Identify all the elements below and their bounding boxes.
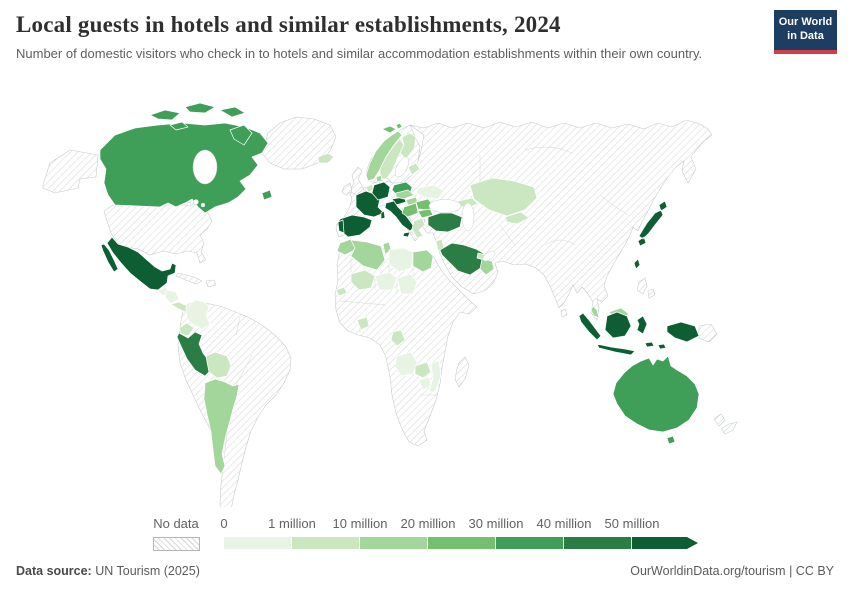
island-cuba[interactable]	[175, 272, 203, 285]
chart-subtitle: Number of domestic visitors who check in…	[16, 46, 703, 62]
country-ghana-cote-divoire[interactable]	[356, 316, 370, 331]
credit-link[interactable]: OurWorldinData.org/tourism | CC BY	[630, 564, 834, 578]
caspian-sea	[461, 202, 475, 232]
hudson-bay	[192, 149, 218, 185]
map-legend: No data 0 1 million 10 million 20 million 30…	[153, 516, 713, 554]
choropleth-svg	[42, 102, 738, 543]
data-source-label: Data source:	[16, 564, 92, 578]
legend-tick-label: 40 million	[536, 516, 592, 531]
great-lake-2	[200, 202, 206, 208]
legend-tick-label: 10 million	[332, 516, 388, 531]
country-mexico[interactable]	[106, 236, 177, 291]
legend-no-data-label: No data	[153, 516, 199, 531]
islands-philippines-2[interactable]	[647, 288, 656, 299]
country-canada[interactable]	[99, 122, 269, 214]
country-taiwan[interactable]	[633, 258, 641, 270]
country-norway[interactable]	[365, 130, 403, 182]
island-uk[interactable]	[349, 166, 365, 196]
island-madagascar[interactable]	[454, 356, 470, 388]
country-svalbard[interactable]	[381, 122, 403, 134]
country-denmark[interactable]	[375, 174, 383, 183]
legend-tick-label: 30 million	[468, 516, 524, 531]
page-title: Local guests in hotels and similar estab…	[16, 12, 561, 37]
legend-segment[interactable]	[564, 537, 631, 549]
country-egypt[interactable]	[412, 249, 434, 273]
country-oman[interactable]	[479, 258, 495, 276]
legend-no-data-swatch[interactable]	[153, 537, 200, 551]
country-western-balkans[interactable]	[401, 202, 419, 218]
country-mozambique[interactable]	[428, 359, 442, 393]
country-zambia[interactable]	[414, 361, 432, 379]
legend-segment[interactable]	[428, 537, 495, 549]
country-iceland[interactable]	[317, 152, 335, 164]
great-lake-1	[193, 199, 199, 205]
data-source: Data source: UN Tourism (2025)	[16, 564, 200, 578]
data-source-value: UN Tourism (2025)	[91, 564, 200, 578]
country-mali[interactable]	[350, 269, 376, 291]
country-argentina[interactable]	[203, 378, 240, 475]
country-australia-tasmania[interactable]	[666, 435, 676, 445]
country-australia[interactable]	[612, 355, 700, 433]
country-finland[interactable]	[399, 132, 417, 160]
great-lake-3	[186, 201, 192, 207]
legend-segment[interactable]	[224, 537, 291, 549]
world-map	[0, 95, 850, 543]
country-turkey[interactable]	[427, 212, 463, 233]
country-indonesia[interactable]	[578, 311, 700, 356]
islands-philippines[interactable]	[636, 277, 648, 295]
black-sea	[428, 199, 462, 213]
country-ecuador[interactable]	[178, 322, 195, 337]
island-new-zealand-north[interactable]	[713, 413, 726, 427]
legend-tick-label: 20 million	[400, 516, 456, 531]
country-canada-islands[interactable]	[149, 102, 273, 201]
island-sri-lanka[interactable]	[560, 308, 568, 318]
owid-logo-line1: Our World	[778, 16, 833, 29]
country-niger[interactable]	[374, 271, 398, 291]
persian-gulf	[482, 250, 496, 262]
legend-tick-label: 1 million	[268, 516, 316, 531]
country-ukraine[interactable]	[415, 184, 445, 200]
chart-footer: Data source: UN Tourism (2025) OurWorldi…	[16, 564, 834, 578]
legend-bar	[224, 537, 698, 549]
owid-logo[interactable]: Our World in Data	[774, 10, 837, 54]
country-chad[interactable]	[396, 273, 418, 295]
country-baltic-states[interactable]	[407, 162, 421, 176]
country-algeria[interactable]	[350, 239, 386, 271]
country-angola[interactable]	[394, 351, 418, 377]
country-uzbekistan-kyrgyzstan[interactable]	[504, 211, 530, 225]
country-czechia-slovakia[interactable]	[395, 189, 415, 200]
country-libya[interactable]	[388, 247, 414, 273]
legend-segment[interactable]	[632, 537, 698, 549]
border-lines-asia	[479, 146, 629, 246]
island-hispaniola[interactable]	[205, 279, 217, 288]
legend-segment[interactable]	[496, 537, 563, 549]
island-new-zealand-south[interactable]	[720, 421, 738, 435]
landmass-greenland[interactable]	[261, 116, 337, 170]
country-mexico-baja[interactable]	[100, 243, 119, 273]
country-portugal[interactable]	[337, 219, 345, 234]
country-honduras-nicaragua[interactable]	[164, 289, 180, 305]
country-cameroon-gabon[interactable]	[390, 329, 406, 347]
legend-segment[interactable]	[292, 537, 359, 549]
chart-header: Local guests in hotels and similar estab…	[16, 12, 750, 64]
island-ireland[interactable]	[341, 182, 353, 196]
baltic-sea	[394, 156, 410, 178]
legend-segment[interactable]	[360, 537, 427, 549]
island-papua-new-guinea[interactable]	[698, 323, 718, 343]
country-bolivia[interactable]	[205, 351, 232, 379]
legend-tick-label: 50 million	[604, 516, 660, 531]
country-senegal[interactable]	[335, 286, 348, 297]
country-colombia[interactable]	[185, 299, 211, 330]
country-germany[interactable]	[371, 181, 391, 201]
legend-tick-label: 0	[220, 516, 228, 531]
country-greece[interactable]	[411, 217, 426, 239]
owid-logo-line2: in Data	[787, 30, 824, 42]
country-kazakhstan[interactable]	[469, 177, 538, 217]
landmass-alaska[interactable]	[42, 149, 99, 194]
country-japan[interactable]	[637, 200, 668, 247]
